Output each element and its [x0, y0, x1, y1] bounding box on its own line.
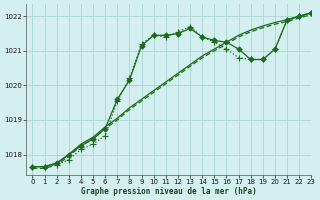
X-axis label: Graphe pression niveau de la mer (hPa): Graphe pression niveau de la mer (hPa)	[81, 187, 257, 196]
